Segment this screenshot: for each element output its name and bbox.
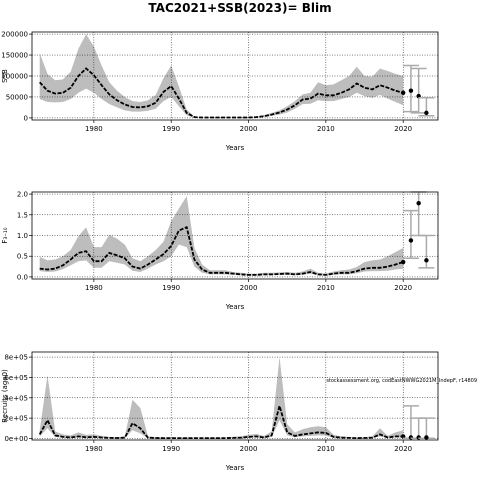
recruits-xlabel: Years: [225, 464, 245, 472]
f-xtick-label: 2020: [394, 284, 412, 292]
recruits-xtick-label: 2000: [240, 445, 258, 453]
f-xtick-label: 2000: [240, 284, 258, 292]
f-ytick-label: 1.0: [17, 232, 28, 240]
recruits-ytick-label: 2e+05: [4, 415, 28, 423]
ssb-ytick-label: 0: [24, 114, 28, 122]
ssb-ytick-label: 100000: [1, 73, 28, 81]
recruits-ylabel: Recruits (age0): [1, 369, 9, 423]
ssb-xlabel: Years: [225, 144, 245, 152]
f-ytick-label: 0.0: [17, 273, 28, 281]
ssb-ytick-label: 150000: [1, 52, 28, 60]
recruits-ytick-label: 4e+05: [4, 394, 28, 402]
recruits-xtick-label: 1980: [85, 445, 103, 453]
f-forecast-point-2021: [408, 238, 414, 243]
ssb-last-point: [401, 90, 406, 95]
recruits-plot-frame: [31, 351, 439, 441]
ssb-xtick-label: 1990: [162, 125, 180, 133]
recruits-annotation: stockassessment.org, codEastNWWG2021M_In…: [326, 378, 477, 384]
f-last-point: [401, 259, 406, 265]
ssb-xtick-label: 1980: [85, 125, 103, 133]
f-xtick-label: 2010: [317, 284, 335, 292]
f-ylabel: F₃₋₁₀: [1, 227, 9, 243]
f-xtick-label: 1980: [85, 284, 103, 292]
recruits-ytick-label: 8e+05: [4, 354, 28, 362]
panel-ssb: 1980 1990 2000 2010 2020 0 50000 100000 150000 20…: [1, 31, 439, 152]
f-median-line: [39, 225, 404, 276]
ssb-ytick-label: 50000: [6, 93, 28, 101]
ssb-forecast-point-2023: [424, 110, 429, 116]
recruits-median-line: [38, 402, 404, 440]
f-xlabel: Years: [225, 303, 245, 311]
panel-f: 1980 1990 2000 2010 2020 0.0 0.5 1.0 1.5 2.0 Years…: [1, 191, 439, 311]
f-confidence-band: [39, 196, 404, 276]
f-forecast-point-2022: [416, 200, 421, 206]
panel-recruits: 1980 1990 2000 2010 2020 0e+00 2e+05 4e+05 6e+05…: [1, 351, 477, 472]
f-xtick-label: 1990: [162, 284, 180, 292]
ssb-forecast-point-2021: [408, 88, 414, 93]
recruits-ytick-label: 6e+05: [4, 374, 28, 382]
recruits-ytick-label: 0e+00: [4, 435, 28, 443]
recruits-forecast-point-2023: [424, 435, 429, 440]
figure-title: TAC2021+SSB(2023)= Blim: [148, 1, 331, 15]
recruits-confidence-band: [39, 357, 404, 439]
ssb-ytick-label: 200000: [1, 31, 28, 39]
ssb-xtick-label: 2000: [240, 125, 258, 133]
ssb-xtick-label: 2010: [317, 125, 335, 133]
f-ytick-label: 2.0: [17, 191, 28, 199]
f-forecast-point-2023: [424, 258, 429, 263]
ssb-median-line: [39, 67, 404, 119]
ssb-xtick-label: 2020: [394, 125, 412, 133]
recruits-xtick-label: 1990: [162, 445, 180, 453]
recruits-xtick-label: 2010: [317, 445, 335, 453]
ssb-ylabel: SSB: [1, 69, 9, 83]
f-ytick-label: 0.5: [17, 253, 28, 261]
f-ytick-label: 1.5: [17, 211, 28, 219]
recruits-xtick-label: 2020: [394, 445, 412, 453]
